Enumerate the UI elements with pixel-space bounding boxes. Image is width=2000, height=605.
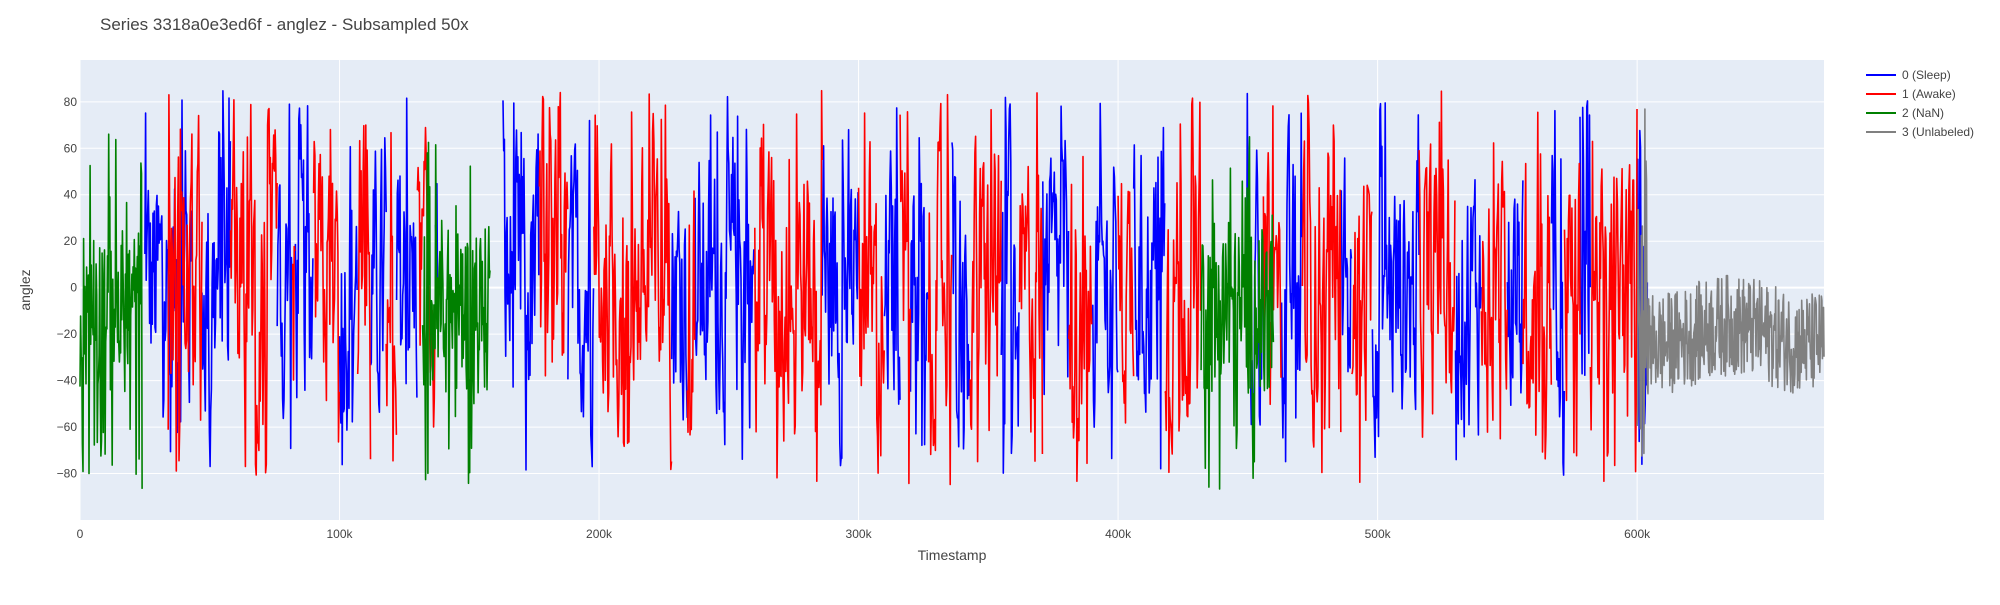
series-line-segment [1480, 142, 1508, 440]
series-line-segment [201, 90, 232, 468]
legend-label: 3 (Unlabeled) [1902, 125, 1974, 139]
legend[interactable]: 0 (Sleep) 1 (Awake) 2 (NaN) 3 (Unlabeled) [1866, 68, 1974, 139]
x-tick-label: 500k [1365, 527, 1392, 541]
series-line-segment [1350, 184, 1373, 483]
series-1-awake [167, 89, 1638, 486]
y-tick-label: 80 [64, 95, 78, 109]
series-line-segment [276, 103, 294, 450]
series-line-segment [1200, 136, 1275, 490]
series-line-segment [927, 93, 953, 486]
series-line-segment [395, 97, 418, 398]
x-tick-label: 100k [327, 527, 354, 541]
y-tick-label: −60 [57, 420, 78, 434]
series-line-segment [356, 124, 372, 460]
legend-item[interactable]: 2 (NaN) [1866, 106, 1944, 120]
legend-item[interactable]: 3 (Unlabeled) [1866, 125, 1974, 139]
series-line-segment [167, 94, 203, 472]
y-tick-label: 60 [64, 141, 78, 155]
series-line-segment [951, 142, 971, 450]
y-tick-label: −20 [57, 327, 78, 341]
y-axis-ticks: −80 −60 −40 −20 0 20 40 60 80 [57, 95, 78, 481]
x-tick-label: 400k [1105, 527, 1132, 541]
series-line-segment [385, 131, 398, 462]
series-line-segment [754, 89, 823, 482]
series-line-segment [857, 112, 885, 474]
y-axis-label: anglez [17, 269, 33, 310]
series-line-segment [969, 108, 1002, 463]
legend-label: 0 (Sleep) [1902, 68, 1951, 82]
series-line-segment [1018, 92, 1044, 462]
y-tick-label: 40 [64, 188, 78, 202]
series-line-segment [369, 137, 387, 413]
series-line-segment [821, 128, 859, 467]
series-line-segment [593, 93, 673, 471]
series-line-segment [1418, 90, 1456, 438]
series-0-sleep [144, 90, 1649, 476]
series-line-segment [909, 137, 929, 447]
x-axis-label: Timestamp [918, 547, 987, 563]
series-line-segment [1117, 182, 1135, 424]
series-line-segment [883, 107, 901, 405]
series-line-segment [338, 145, 358, 466]
series-layer [79, 89, 1825, 490]
x-axis-ticks: 0 100k 200k 300k 400k 500k 600k [77, 527, 1651, 541]
series-line-segment [292, 245, 296, 381]
legend-label: 2 (NaN) [1902, 106, 1944, 120]
series-line-segment [1164, 97, 1202, 474]
series-line-segment [1579, 100, 1591, 376]
x-tick-label: 0 [77, 527, 84, 541]
series-line-segment [229, 99, 278, 476]
series-line-segment [1068, 155, 1093, 482]
legend-label: 1 (Awake) [1902, 87, 1956, 101]
series-line-segment [694, 95, 756, 460]
legend-item[interactable]: 0 (Sleep) [1866, 68, 1951, 82]
chart-title: Series 3318a0e3ed6f - anglez - Subsample… [100, 15, 469, 34]
y-tick-label: 0 [70, 281, 77, 295]
series-line-segment [502, 100, 540, 471]
y-tick-label: −40 [57, 374, 78, 388]
y-tick-label: 20 [64, 234, 78, 248]
series-3-unlabeled [1636, 108, 1825, 457]
series-line-segment [1589, 108, 1638, 482]
series-line-segment [421, 141, 491, 485]
series-line-segment [686, 190, 696, 436]
legend-item[interactable]: 1 (Awake) [1866, 87, 1956, 101]
series-line-segment [1454, 179, 1482, 461]
series-line-segment [1091, 102, 1119, 460]
series-line-segment [899, 111, 911, 485]
series-line-segment [1132, 126, 1166, 470]
series-line-segment [670, 210, 688, 421]
series-line-segment [1280, 112, 1303, 463]
series-line-segment [294, 105, 314, 399]
y-tick-label: −80 [57, 467, 78, 481]
series-line-segment [1000, 96, 1020, 474]
x-tick-label: 200k [586, 527, 613, 541]
series-line-segment [1522, 111, 1553, 460]
series-line-segment [1340, 157, 1353, 373]
series-line-segment [1371, 102, 1420, 458]
series-2-nan [79, 133, 1275, 490]
series-line-segment [1042, 105, 1070, 396]
series-line-segment [1550, 109, 1566, 476]
x-tick-label: 300k [846, 527, 873, 541]
x-tick-label: 600k [1624, 527, 1651, 541]
series-line-segment [1506, 180, 1524, 406]
series-line-segment [567, 119, 595, 468]
series-line-segment [1301, 94, 1342, 474]
series-line-segment [538, 91, 569, 377]
series-line-segment [1636, 108, 1825, 457]
series-line-segment [1563, 162, 1581, 457]
series-line-segment [312, 128, 340, 443]
series-line-segment [79, 133, 143, 489]
